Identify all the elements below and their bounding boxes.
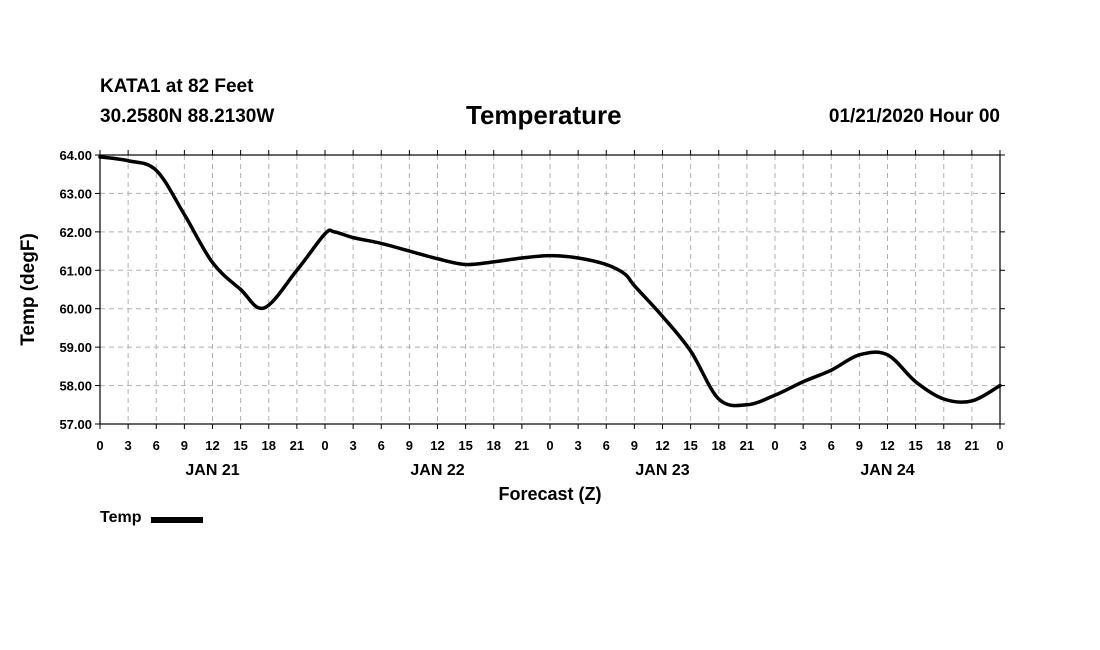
y-tick-label: 62.00 xyxy=(59,225,92,240)
x-tick-label: 3 xyxy=(800,438,807,453)
x-tick-label: 0 xyxy=(771,438,778,453)
legend-line-swatch xyxy=(151,516,204,523)
x-tick-label: 12 xyxy=(430,438,444,453)
coordinates-label: 30.2580N 88.2130W xyxy=(100,106,275,127)
x-tick-label: 12 xyxy=(880,438,894,453)
x-tick-label: 15 xyxy=(458,438,472,453)
day-label: JAN 22 xyxy=(410,462,464,479)
y-tick-label: 59.00 xyxy=(59,340,92,355)
y-tick-label: 61.00 xyxy=(59,263,92,278)
x-tick-label: 0 xyxy=(321,438,328,453)
x-tick-label: 12 xyxy=(655,438,669,453)
x-axis-title: Forecast (Z) xyxy=(498,484,601,504)
x-tick-label: 0 xyxy=(546,438,553,453)
x-tick-label: 9 xyxy=(856,438,863,453)
x-tick-label: 15 xyxy=(233,438,247,453)
x-tick-label: 15 xyxy=(908,438,922,453)
legend-label: Temp xyxy=(100,509,142,526)
x-tick-label: 18 xyxy=(262,438,276,453)
day-label: JAN 23 xyxy=(635,462,689,479)
chart-title: Temperature xyxy=(466,100,622,130)
y-tick-label: 57.00 xyxy=(59,417,92,432)
x-tick-label: 6 xyxy=(828,438,835,453)
series-line-temp xyxy=(98,155,1002,408)
y-tick-label: 64.00 xyxy=(59,148,92,163)
x-tick-label: 18 xyxy=(937,438,951,453)
day-label: JAN 21 xyxy=(185,462,239,479)
x-tick-label: 21 xyxy=(290,438,304,453)
forecast-date-label: 01/21/2020 Hour 00 xyxy=(828,106,1000,127)
x-tick-label: 0 xyxy=(96,438,103,453)
x-tick-label: 9 xyxy=(631,438,638,453)
y-tick-label: 58.00 xyxy=(59,379,92,394)
day-label: JAN 24 xyxy=(860,462,914,479)
legend: Temp xyxy=(100,509,204,527)
y-tick-label: 63.00 xyxy=(59,186,92,201)
x-tick-label: 21 xyxy=(965,438,979,453)
x-tick-label: 3 xyxy=(125,438,132,453)
x-tick-label: 21 xyxy=(740,438,754,453)
x-tick-label: 3 xyxy=(575,438,582,453)
x-tick-label: 9 xyxy=(181,438,188,453)
x-tick-label: 21 xyxy=(515,438,529,453)
x-tick-label: 18 xyxy=(487,438,501,453)
x-tick-label: 6 xyxy=(378,438,385,453)
x-tick-label: 18 xyxy=(712,438,726,453)
x-tick-label: 12 xyxy=(205,438,219,453)
x-tick-label: 0 xyxy=(996,438,1003,453)
y-tick-label: 60.00 xyxy=(59,302,92,317)
x-tick-label: 6 xyxy=(603,438,610,453)
x-tick-label: 3 xyxy=(350,438,357,453)
x-tick-label: 6 xyxy=(153,438,160,453)
x-tick-label: 15 xyxy=(683,438,697,453)
y-axis-title: Temp (degF) xyxy=(18,233,39,346)
station-label: KATA1 at 82 Feet xyxy=(100,76,254,97)
x-tick-label: 9 xyxy=(406,438,413,453)
